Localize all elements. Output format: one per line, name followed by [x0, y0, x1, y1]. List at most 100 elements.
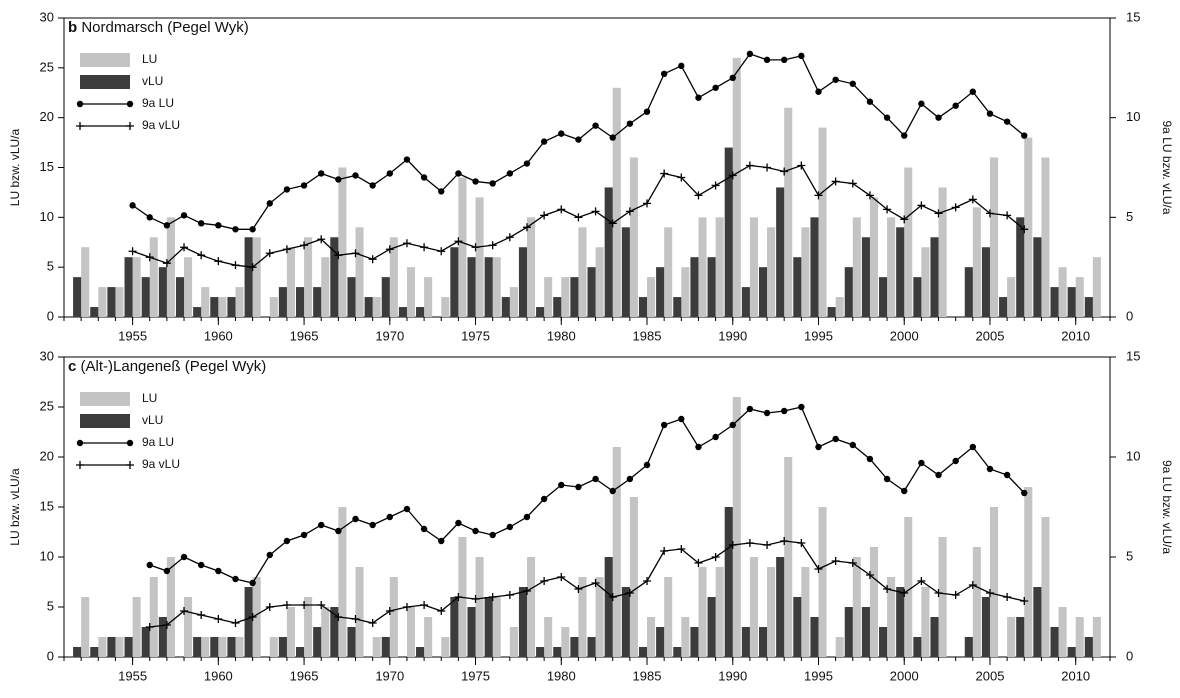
bar [450, 597, 459, 657]
bar [90, 307, 99, 317]
bar [784, 457, 793, 657]
line-point [797, 161, 806, 170]
line-point [866, 98, 874, 105]
bar [904, 517, 913, 657]
legend-label: LU [142, 391, 157, 405]
line-point [420, 243, 429, 252]
bar [107, 287, 116, 317]
bar [218, 297, 227, 317]
line-point [215, 567, 222, 575]
line-point [214, 257, 223, 266]
bar [286, 247, 295, 317]
bar [981, 597, 990, 657]
bar [612, 87, 621, 318]
x-tick-label: 1960 [204, 668, 233, 683]
line-point [368, 255, 377, 264]
line-point [249, 579, 256, 587]
line-point [402, 603, 411, 611]
bar [355, 227, 364, 317]
bar [896, 587, 905, 657]
bar [776, 557, 785, 657]
line-point [558, 130, 565, 137]
bar [115, 637, 124, 657]
bar [124, 257, 133, 317]
bar [475, 197, 484, 317]
bar [381, 637, 390, 657]
line-point [163, 222, 171, 229]
bar [664, 227, 673, 317]
line-point [180, 243, 189, 252]
line-point [711, 553, 720, 561]
bar [81, 597, 90, 657]
line-point [832, 435, 839, 443]
bar [989, 507, 999, 657]
bar [587, 637, 596, 657]
bar [698, 567, 707, 657]
bar [913, 637, 922, 657]
y-tick-label: 10 [40, 209, 54, 224]
line-point [986, 110, 994, 117]
line-point [763, 541, 772, 549]
x-tick-label: 1990 [718, 668, 747, 683]
legend-label: 9a LU [142, 435, 174, 449]
line-point [317, 235, 326, 244]
line-point [951, 591, 960, 599]
x-tick-label: 1985 [633, 668, 662, 683]
line-point [935, 114, 942, 121]
line-point [1003, 211, 1012, 220]
bar [707, 597, 716, 657]
line-point [848, 559, 857, 567]
bar [835, 297, 844, 317]
line-point [540, 211, 549, 220]
bar [629, 157, 638, 317]
line-point [1003, 471, 1011, 479]
panel-title: c (Alt-)Langeneß (Pegel Wyk) [68, 358, 266, 375]
bar [296, 647, 305, 657]
line-point [969, 443, 977, 451]
legend-marker [126, 100, 134, 108]
line-point [489, 180, 496, 187]
bar [98, 287, 107, 317]
bar [904, 167, 913, 317]
line-point [162, 259, 171, 268]
bar [938, 187, 947, 317]
line-point [506, 523, 514, 531]
line-point [711, 181, 720, 190]
line-point [369, 182, 376, 189]
line-point [848, 179, 857, 188]
x-tick-label: 2010 [1061, 668, 1090, 683]
panel-title-text: Nordmarsch (Pegel Wyk) [81, 19, 248, 36]
y-tick-label: 10 [40, 548, 54, 563]
line-point [420, 601, 429, 609]
bar [595, 247, 604, 317]
line-point [385, 245, 394, 254]
line-point [1003, 593, 1012, 601]
line-point [214, 615, 223, 623]
bar [218, 637, 227, 657]
line-point [814, 191, 823, 200]
bar [149, 577, 158, 657]
line-point [248, 263, 257, 272]
bar [1075, 617, 1084, 657]
bar [930, 237, 939, 317]
bar [175, 277, 185, 317]
bar [141, 277, 150, 317]
bar [398, 307, 407, 317]
line-point [798, 52, 805, 60]
legend-label: vLU [142, 413, 163, 427]
line-point [831, 557, 840, 565]
bar [621, 227, 630, 317]
line-point [146, 561, 153, 569]
plot-frame [63, 356, 1111, 658]
bar [1007, 617, 1016, 657]
bar [578, 227, 587, 317]
bar [818, 127, 827, 317]
line-point [197, 561, 205, 569]
bar [518, 247, 527, 317]
bar [570, 277, 579, 317]
bar [776, 187, 785, 317]
bar [475, 557, 484, 657]
bar [810, 617, 819, 657]
x-tick-label: 2005 [976, 668, 1005, 683]
